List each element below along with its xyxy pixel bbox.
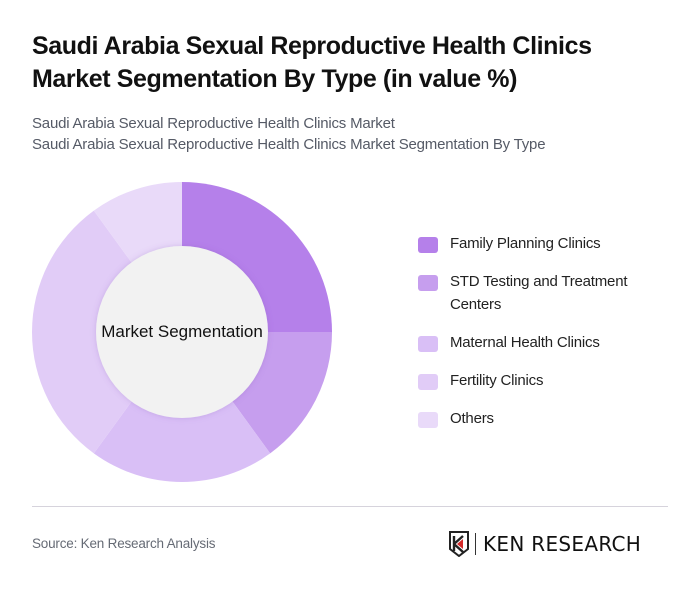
legend-item-others[interactable]: Others [418,407,668,430]
legend-item-family-planning[interactable]: Family Planning Clinics [418,232,668,255]
legend-label: Fertility Clinics [450,372,544,389]
logo-text: KEN RESEARCH [483,532,642,556]
footer-divider [32,506,668,507]
chart-legend: Family Planning Clinics STD Testing and … [418,232,668,445]
legend-label: Family Planning Clinics [450,235,601,252]
donut-hole [96,246,268,418]
donut-svg [32,182,332,482]
legend-item-fertility[interactable]: Fertility Clinics [418,369,668,392]
legend-label: Maternal Health Clinics [450,334,600,351]
source-note: Source: Ken Research Analysis [32,536,216,551]
legend-label: STD Testing and Treatment Centers [450,273,628,313]
donut-chart [32,182,332,482]
logo-separator [475,533,476,555]
chart-subtitle: Saudi Arabia Sexual Reproductive Health … [32,113,546,155]
legend-label: Others [450,410,494,427]
subtitle-line-1: Saudi Arabia Sexual Reproductive Health … [32,115,395,132]
chart-title: Saudi Arabia Sexual Reproductive Health … [32,32,592,93]
legend-item-std-testing[interactable]: STD Testing and Treatment Centers [418,270,668,316]
ken-research-logo: KEN RESEARCH [448,531,641,557]
legend-swatch [418,336,438,352]
legend-swatch [418,237,438,253]
legend-swatch [418,412,438,428]
legend-swatch [418,275,438,291]
subtitle-line-2: Saudi Arabia Sexual Reproductive Health … [32,136,546,153]
legend-item-maternal-health[interactable]: Maternal Health Clinics [418,331,668,354]
legend-swatch [418,374,438,390]
ken-research-logo-icon [449,531,469,557]
